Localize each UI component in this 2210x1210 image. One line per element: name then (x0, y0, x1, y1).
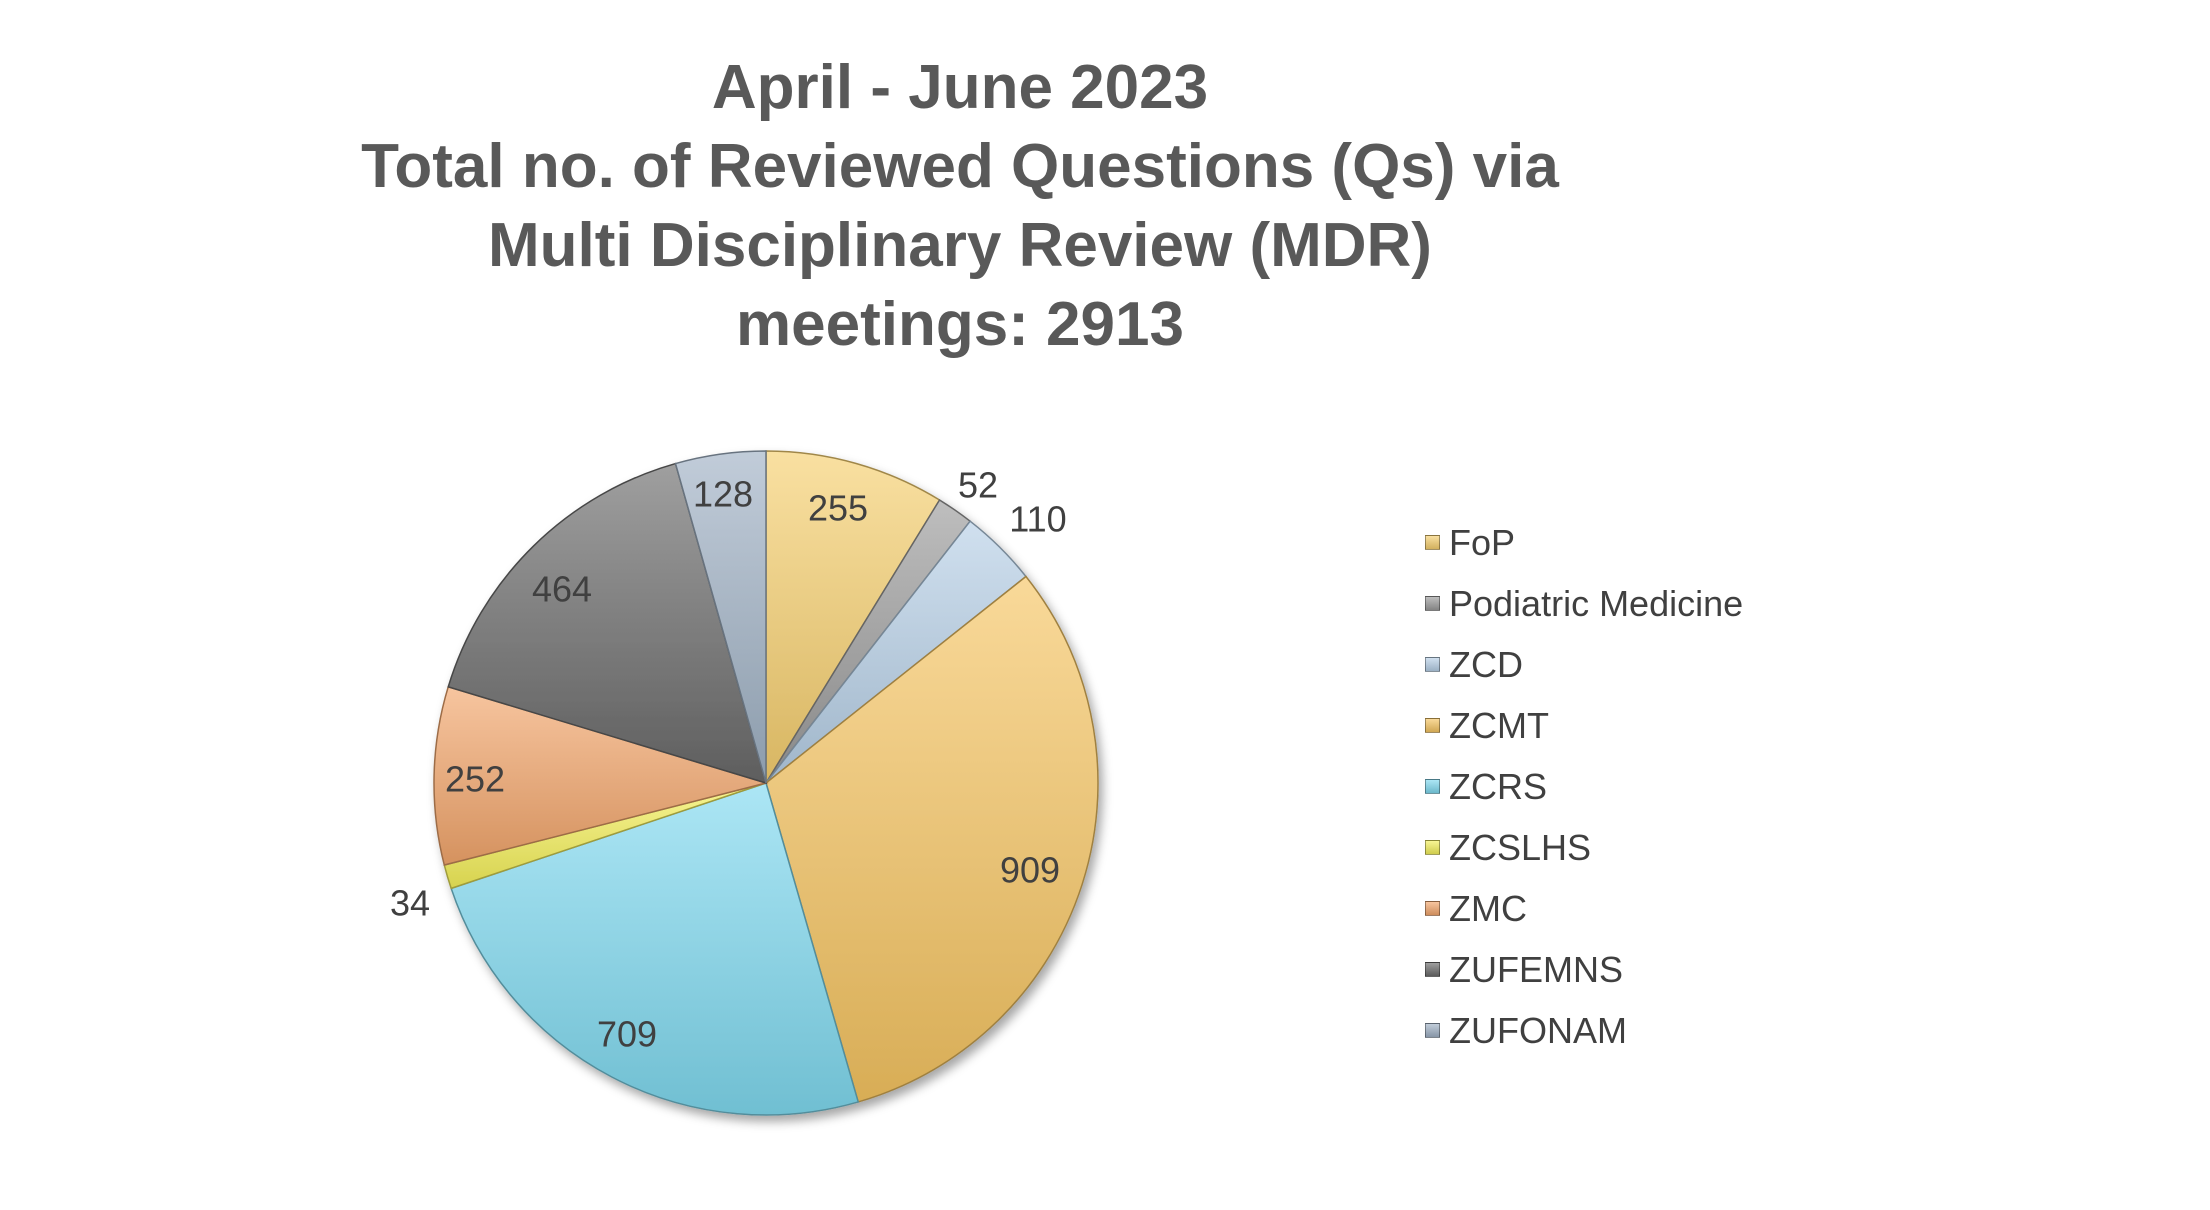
legend-item-podiatric-medicine: Podiatric Medicine (1425, 573, 1743, 634)
legend-label: Podiatric Medicine (1449, 582, 1744, 624)
chart-title-line: April - June 2023 (711, 53, 1209, 122)
legend-item-fop: FoP (1425, 512, 1743, 573)
legend-swatch (1425, 1023, 1440, 1038)
pie-slice-zcmt (765, 575, 1099, 1103)
legend-swatch (1425, 840, 1440, 855)
legend-swatch (1425, 779, 1440, 794)
legend-swatch (1425, 535, 1440, 550)
legend-item-zmc: ZMC (1425, 878, 1743, 939)
legend-item-zcmt: ZCMT (1425, 695, 1743, 756)
pie-slice-zcrs (450, 782, 860, 1116)
data-label-zcrs: 709 (597, 1014, 657, 1055)
pie-slice-zufonam (674, 450, 767, 784)
data-label-zcd: 110 (1009, 499, 1066, 540)
data-label-podiatric-medicine: 52 (958, 465, 998, 506)
legend-label: ZUFONAM (1449, 1009, 1627, 1051)
legend-swatch (1425, 657, 1440, 672)
data-label-zmc: 252 (445, 759, 505, 800)
legend-swatch (1425, 901, 1440, 916)
data-label-zufonam: 128 (693, 474, 753, 515)
legend-label: ZUFEMNS (1449, 948, 1623, 990)
chart-title-line: Multi Disciplinary Review (MDR) (488, 211, 1432, 280)
data-label-zufemns: 464 (532, 569, 592, 610)
legend-item-zufemns: ZUFEMNS (1425, 939, 1743, 1000)
legend-label: ZMC (1449, 887, 1527, 929)
pie-slice-zufemns (447, 462, 768, 785)
legend-item-zufonam: ZUFONAM (1425, 1000, 1743, 1061)
chart-title: April - June 2023 Total no. of Reviewed … (0, 48, 1920, 364)
chart-title-line: meetings: 2913 (736, 290, 1184, 359)
legend: FoP Podiatric Medicine ZCD ZCMT ZCRS ZCSLHS ZM… (1425, 512, 1743, 1061)
legend-label: ZCD (1449, 643, 1523, 685)
legend-item-zcslhs: ZCSLHS (1425, 817, 1743, 878)
data-label-fop: 255 (808, 488, 868, 529)
legend-label: FoP (1449, 521, 1516, 563)
legend-label: ZCMT (1449, 704, 1549, 746)
chart-title-line: Total no. of Reviewed Questions (Qs) via (361, 132, 1559, 201)
legend-label: ZCRS (1449, 765, 1547, 807)
legend-swatch (1425, 962, 1440, 977)
legend-item-zcd: ZCD (1425, 634, 1743, 695)
data-label-zcslhs: 34 (390, 883, 430, 924)
legend-label: ZCSLHS (1449, 826, 1592, 868)
pie-slice-zmc (433, 685, 769, 866)
data-label-zcmt: 909 (1000, 850, 1060, 891)
legend-swatch (1425, 718, 1440, 733)
legend-item-zcrs: ZCRS (1425, 756, 1743, 817)
pie-slice-fop (765, 450, 941, 786)
legend-swatch (1425, 596, 1440, 611)
